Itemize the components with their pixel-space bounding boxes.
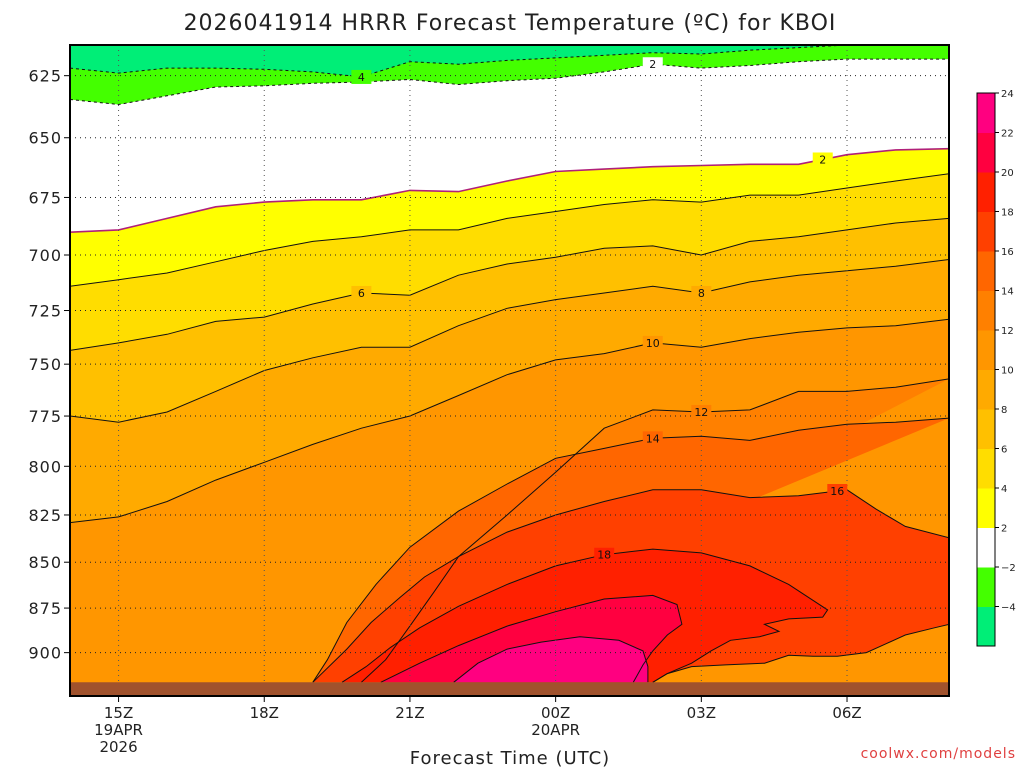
contour-line-6 bbox=[70, 217, 949, 351]
contour-label--4: 4 bbox=[358, 71, 365, 84]
axes: 62565067570072575077580082585087590015Z1… bbox=[28, 44, 950, 756]
x-tick-label: 21Z bbox=[395, 704, 424, 722]
y-tick-label: 775 bbox=[28, 407, 62, 426]
contour-label-16: 16 bbox=[830, 485, 844, 498]
colorbar-tick-label: −4 bbox=[1001, 603, 1016, 614]
credit-text: coolwx.com/models bbox=[861, 746, 1016, 762]
colorbar-tick-label: 18 bbox=[1001, 208, 1014, 219]
contour-label-bg bbox=[642, 57, 663, 72]
contour-line--2 bbox=[70, 58, 949, 106]
y-tick-label: 625 bbox=[28, 67, 62, 86]
contour-line-18 bbox=[341, 548, 829, 683]
contour-label-bg bbox=[691, 285, 712, 300]
x-tick-label: 18Z bbox=[250, 704, 279, 722]
contour-label--2: 2 bbox=[649, 58, 656, 71]
colorbar-tick-label: 10 bbox=[1001, 366, 1014, 377]
contour-line-22 bbox=[453, 636, 649, 683]
colorbar-segment bbox=[977, 251, 995, 291]
x-tick-label: 20APR bbox=[531, 721, 580, 739]
colorbar-segment bbox=[977, 93, 995, 133]
contour-label-bg bbox=[351, 285, 372, 300]
contour-label-18: 18 bbox=[597, 549, 611, 562]
plot-area: 4 2 2 6 8 10 12 14 16 18 bbox=[70, 45, 949, 696]
contour-line-20 bbox=[380, 594, 683, 683]
x-tick-label: 03Z bbox=[687, 704, 716, 722]
colorbar-segment bbox=[977, 132, 995, 173]
colorbar-segment bbox=[977, 409, 995, 449]
y-tick-label: 850 bbox=[28, 553, 62, 572]
x-tick-label: 06Z bbox=[832, 704, 861, 722]
y-tick-label: 725 bbox=[28, 302, 62, 321]
colorbar-segment bbox=[977, 330, 995, 370]
band-22 bbox=[453, 636, 648, 683]
y-tick-label: 800 bbox=[28, 457, 62, 476]
contour-label-bg bbox=[642, 431, 663, 446]
x-tick-label: 15Z bbox=[104, 704, 133, 722]
contour-label-bg bbox=[594, 547, 615, 562]
terrain bbox=[70, 682, 949, 696]
y-tick-label: 875 bbox=[28, 599, 62, 618]
colorbar-segment bbox=[977, 172, 995, 212]
y-tick-label: 650 bbox=[28, 129, 62, 148]
colorbar-segment bbox=[977, 369, 995, 410]
y-tick-label: 825 bbox=[28, 506, 62, 525]
contour-label-2: 2 bbox=[819, 153, 826, 166]
plot-frame bbox=[69, 44, 950, 697]
contour-label-10: 10 bbox=[646, 337, 660, 350]
colorbar-tick-label: 6 bbox=[1001, 445, 1007, 456]
colorbar-tick-label: 22 bbox=[1001, 129, 1014, 140]
x-tick-label: 19APR bbox=[94, 721, 143, 739]
contour-label-14: 14 bbox=[646, 432, 660, 445]
colorbar-segment bbox=[977, 567, 995, 607]
colorbar-tick-label: 8 bbox=[1001, 405, 1007, 416]
colorbar-tick-label: 2 bbox=[1001, 524, 1007, 535]
colorbar-tick-label: 16 bbox=[1001, 247, 1014, 258]
colorbar-tick-label: 14 bbox=[1001, 287, 1014, 298]
colorbar-tick-label: 24 bbox=[1001, 89, 1014, 100]
contour-label-8: 8 bbox=[698, 287, 705, 300]
contour-line-12 bbox=[361, 378, 949, 683]
contour-line-8 bbox=[70, 259, 949, 423]
colorbar-segment bbox=[977, 606, 995, 647]
contour-line--4 bbox=[70, 45, 949, 78]
contour-label-bg bbox=[827, 484, 848, 499]
colorbar-segment bbox=[977, 488, 995, 528]
y-tick-label: 900 bbox=[28, 644, 62, 663]
colorbar-tick-label: 4 bbox=[1001, 484, 1007, 495]
contour-label-bg bbox=[351, 69, 372, 84]
y-tick-label: 750 bbox=[28, 355, 62, 374]
colorbar-segment bbox=[977, 527, 995, 568]
contour-line-10 bbox=[70, 318, 949, 524]
contour-line-16 bbox=[312, 489, 949, 683]
contour-label-bg bbox=[812, 152, 833, 167]
colorbar-tick-label: −2 bbox=[1001, 563, 1016, 574]
x-axis-label: Forecast Time (UTC) bbox=[410, 748, 610, 768]
contour-line-2 bbox=[70, 147, 949, 233]
contour-line-4 bbox=[70, 173, 949, 287]
colorbar-segment bbox=[977, 290, 995, 331]
contour-label-12: 12 bbox=[694, 406, 708, 419]
contour-line-14 bbox=[312, 417, 949, 683]
colorbar-segment bbox=[977, 448, 995, 489]
colorbar-tick-label: 20 bbox=[1001, 168, 1014, 179]
colorbar-segment bbox=[977, 211, 995, 252]
colorbar-tick-label: 12 bbox=[1001, 326, 1014, 337]
y-tick-label: 700 bbox=[28, 246, 62, 265]
contour-label-6: 6 bbox=[358, 287, 365, 300]
y-tick-label: 675 bbox=[28, 188, 62, 207]
plot-clip-group: 4 2 2 6 8 10 12 14 16 18 bbox=[70, 45, 949, 696]
contour-label-bg bbox=[642, 335, 663, 350]
x-tick-label: 00Z bbox=[541, 704, 570, 722]
x-tick-label: 2026 bbox=[99, 738, 137, 756]
contour-label-bg bbox=[691, 404, 712, 419]
chart-title: 2026041914 HRRR Forecast Temperature (ºC… bbox=[184, 11, 837, 36]
